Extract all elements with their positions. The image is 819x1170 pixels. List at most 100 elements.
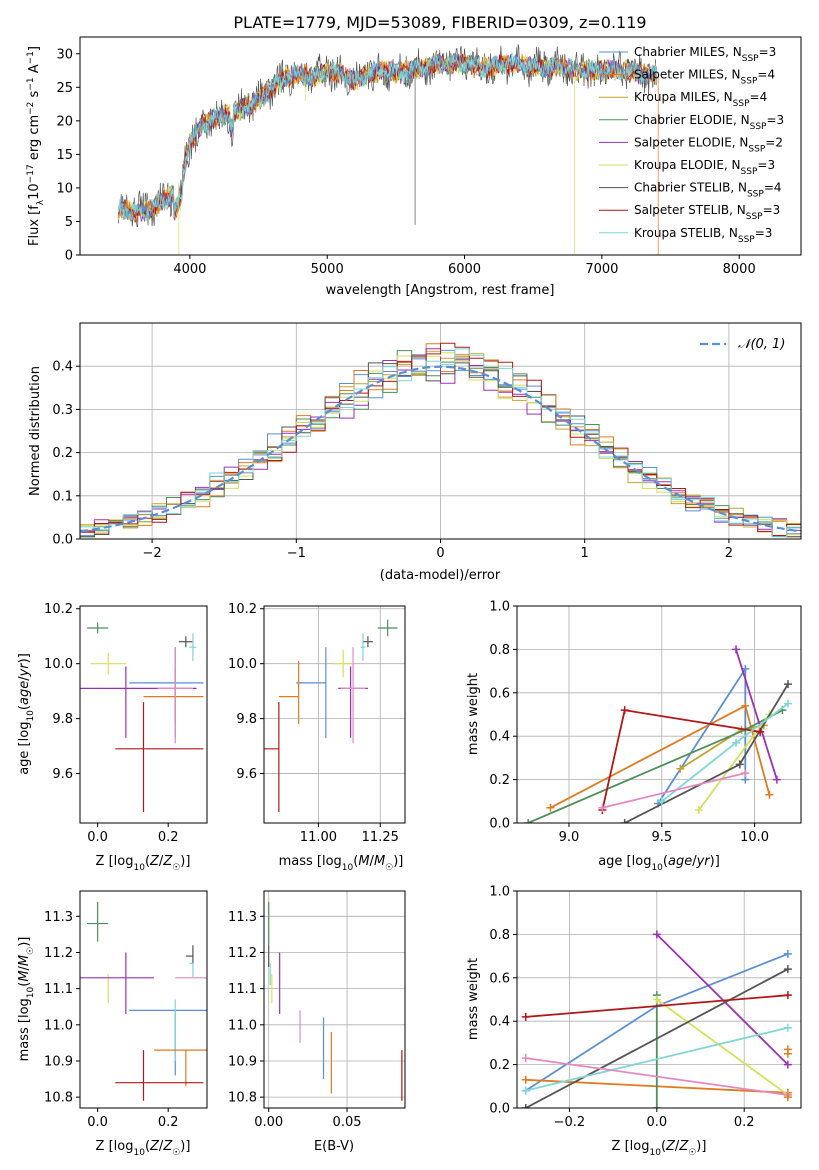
y-tick-label: 0.4	[489, 1015, 510, 1030]
x-tick-label: 0.0	[87, 830, 108, 845]
weight-marker	[732, 645, 741, 654]
legend-entry: Kroupa STELIB, NSSP=3	[634, 226, 772, 245]
y-tick-label: 0.2	[489, 1058, 510, 1073]
legend-entry: 𝒩(0, 1)	[738, 337, 785, 352]
x-tick-label: −2	[143, 546, 162, 561]
x-tick-label: 0.2	[158, 1115, 179, 1130]
x-tick-label: −0.2	[554, 1115, 586, 1130]
x-tick-label: 11.00	[300, 830, 337, 845]
y-axis-label: Normed distribution	[28, 366, 43, 496]
y-axis-label: age [log10(age/yr)]	[17, 653, 36, 775]
weight-line-salpeter_stelib	[525, 994, 788, 1018]
legend-entry: Chabrier ELODIE, NSSP=3	[634, 113, 784, 132]
x-tick-label: 9.5	[651, 830, 672, 845]
y-tick-label: 5	[65, 215, 73, 230]
legend-entry: Kroupa ELODIE, NSSP=3	[634, 158, 775, 177]
y-tick-label: 0.1	[52, 489, 73, 504]
weight-marker	[521, 1075, 530, 1084]
weight-marker	[783, 1049, 792, 1058]
y-tick-label: 11.2	[44, 946, 73, 961]
weight-line-pink	[602, 772, 746, 809]
weight-marker	[546, 803, 555, 812]
frame: −0.2 0.0 0.2 0.0 0.2 0.4 0.6 0.8 1.0 Z [log10(Z/Z…	[466, 885, 802, 1158]
weight-marker	[652, 1104, 661, 1108]
x-tick-label: 0.2	[734, 1115, 755, 1130]
x-tick-label: 0.0	[646, 1115, 667, 1130]
y-axis-label: mass [log10(M/M☉)]	[17, 937, 36, 1062]
y-tick-label: 0.8	[489, 928, 510, 943]
weight-marker	[652, 995, 661, 1004]
y-tick-label: 10	[56, 181, 73, 196]
axes-frame	[79, 890, 208, 1109]
weight-marker	[783, 1060, 792, 1069]
y-tick-label: 10.2	[44, 602, 73, 617]
weight-marker	[783, 1023, 792, 1032]
legend-entry: Salpeter MILES, NSSP=4	[634, 68, 775, 87]
plot-area	[264, 619, 398, 813]
y-tick-label: 0.6	[489, 971, 510, 986]
weight-line-chabrier_stelib	[624, 683, 789, 823]
y-tick-label: 11.1	[228, 982, 257, 997]
y-tick-label: 10.8	[228, 1091, 257, 1106]
y-axis-label: mass weight	[466, 958, 481, 1040]
y-tick-label: 10.0	[44, 657, 73, 672]
plot-area	[268, 901, 403, 1101]
x-tick-label: 9.0	[559, 830, 580, 845]
weight-marker	[783, 991, 792, 1000]
plot-area	[80, 622, 204, 813]
y-tick-label: 9.8	[236, 712, 257, 727]
legend-entry: Salpeter STELIB, NSSP=3	[634, 203, 780, 222]
y-tick-label: 0.2	[489, 773, 510, 788]
weight-marker	[756, 727, 765, 736]
legend-entry: Chabrier MILES, NSSP=3	[634, 45, 776, 64]
legend-entry: Kroupa MILES, NSSP=4	[634, 90, 767, 109]
x-tick-label: 1	[581, 546, 589, 561]
y-tick-label: 25	[56, 81, 73, 96]
weight-marker	[741, 701, 750, 710]
y-tick-label: 11.0	[44, 1018, 73, 1033]
x-axis-label: mass [log10(M/M☉)]	[279, 854, 404, 873]
age-z-panel: 0.0 0.2 9.6 9.8 10.0 10.2 Z [log10(Z/Z☉)] age […	[17, 602, 208, 873]
weight-marker	[784, 680, 793, 689]
weight-line-salpeter_elodie	[735, 649, 778, 780]
weight-line-salpeter_miles	[549, 704, 771, 809]
y-tick-label: 0.3	[52, 403, 73, 418]
weight-marker	[783, 949, 792, 958]
x-tick-label: 0	[436, 546, 444, 561]
x-tick-label: −1	[287, 546, 306, 561]
y-tick-label: 0.0	[52, 533, 73, 548]
weight-marker	[521, 1012, 530, 1021]
x-tick-label: 4000	[173, 262, 206, 277]
weight-marker	[783, 1093, 792, 1102]
weight-line-chabrier_elodie	[527, 709, 783, 823]
weight-marker	[521, 1054, 530, 1063]
weight-z-panel: −0.2 0.0 0.2 0.0 0.2 0.4 0.6 0.8 1.0 Z [log10(Z/Z…	[466, 885, 802, 1158]
plot-area	[118, 44, 659, 255]
y-tick-label: 11.3	[44, 910, 73, 925]
x-axis-label: Z [log10(Z/Z☉)]	[612, 1139, 707, 1158]
gaussian-curve	[80, 365, 801, 533]
y-tick-label: 11.0	[228, 1018, 257, 1033]
y-tick-label: 9.6	[236, 767, 257, 782]
weight-marker	[735, 760, 744, 769]
x-tick-label: 0.00	[254, 1115, 283, 1130]
y-tick-label: 0.8	[489, 643, 510, 658]
frame: 11.00 11.25 9.6 9.8 10.0 10.2 mass [log10(M/M☉…	[228, 602, 406, 873]
y-tick-label: 10.8	[44, 1091, 73, 1106]
axes-frame	[516, 890, 802, 1109]
plot-area	[524, 645, 793, 823]
y-tick-label: 1.0	[489, 600, 510, 615]
mass-ebv-panel: 0.00 0.05 10.8 10.9 11.0 11.1 11.2 11.3 E(B-V)	[228, 890, 406, 1154]
y-tick-label: 11.2	[228, 946, 257, 961]
y-tick-label: 20	[56, 114, 73, 129]
weight-marker	[524, 819, 533, 823]
y-tick-label: 0	[65, 249, 73, 264]
x-tick-label: 11.25	[362, 830, 399, 845]
weight-marker	[521, 1086, 530, 1095]
y-tick-label: 0.4	[489, 730, 510, 745]
weight-line-kroupa_elodie	[698, 713, 771, 811]
y-tick-label: 9.6	[52, 767, 73, 782]
weight-marker	[620, 819, 629, 823]
x-axis-label: (data-model)/error	[380, 568, 501, 583]
